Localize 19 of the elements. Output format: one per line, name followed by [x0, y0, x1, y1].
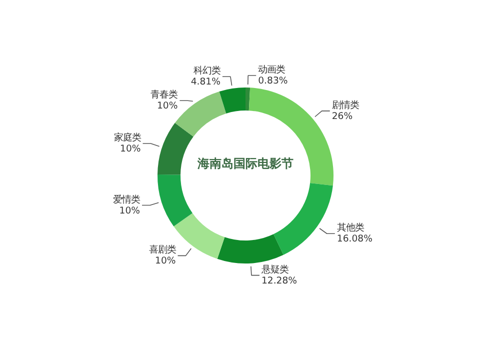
data-label: 16.08% — [336, 234, 373, 245]
data-label: 10% — [155, 256, 176, 267]
slice-label: 动画类 — [258, 64, 286, 76]
slice-label: 剧情类 — [332, 100, 359, 111]
slice-label: 科幻类 — [193, 66, 220, 77]
data-label: 10% — [119, 205, 140, 216]
data-label: 12.28% — [261, 275, 298, 286]
data-label: 10% — [156, 100, 178, 112]
data-label: 26% — [332, 110, 353, 122]
data-label: 10% — [120, 143, 141, 154]
slice-label: 爱情类 — [113, 194, 140, 206]
text: 海南岛国际电影节 — [196, 156, 294, 170]
data-label: 4.81% — [190, 76, 221, 88]
slice-label: 喜剧类 — [148, 244, 176, 256]
slice-label: 家庭类 — [114, 132, 141, 144]
data-label: 0.83% — [258, 76, 288, 87]
slice-label: 青春类 — [150, 90, 178, 101]
slice-label: 其他类 — [336, 222, 364, 234]
slice-label: 悬疑类 — [260, 264, 288, 276]
